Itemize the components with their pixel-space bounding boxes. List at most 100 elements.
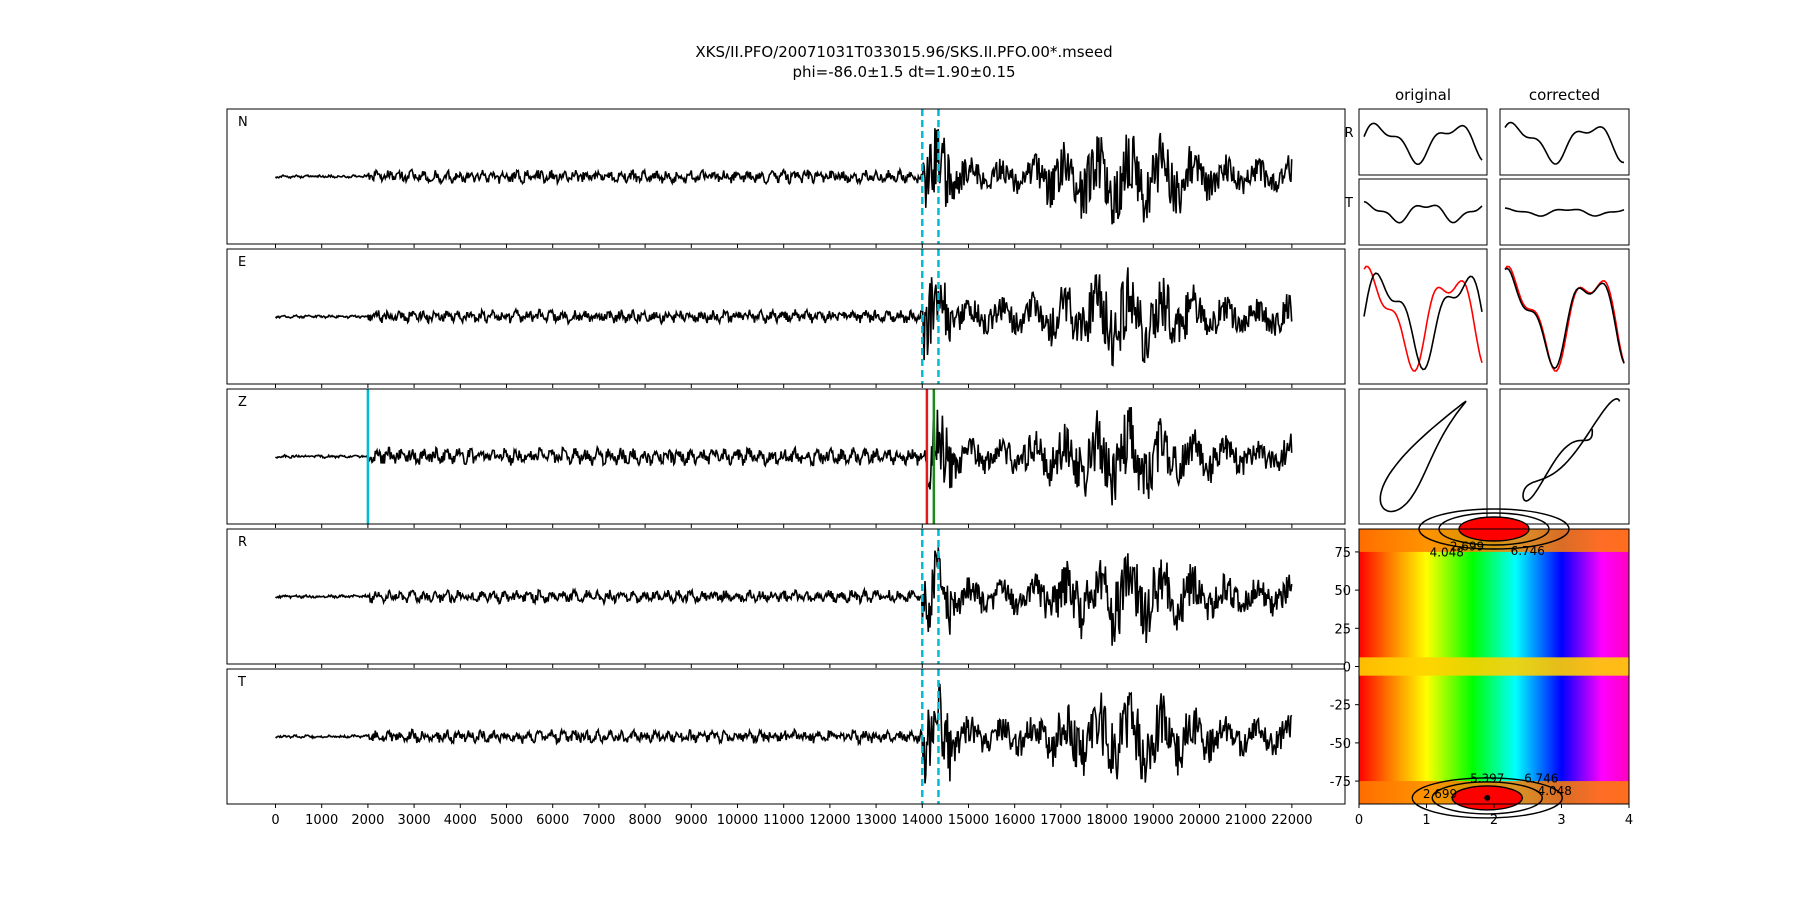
panel-label: R (238, 535, 247, 550)
pm-frame (1358, 108, 1488, 176)
contour-lower (1411, 777, 1563, 819)
x-tick-label: 19000 (1133, 813, 1174, 828)
particle-motion-panels: original corrected R T (1344, 86, 1630, 525)
trace-t (1504, 207, 1625, 217)
minimum-marker (1484, 794, 1491, 801)
x-tick-label: 20000 (1179, 813, 1220, 828)
contour-label: 6.746 (1524, 772, 1558, 786)
x-tick-label: 0 (271, 813, 279, 828)
panel-label: E (238, 255, 246, 270)
contour-label: 6.746 (1511, 544, 1545, 558)
pm-frame (1499, 178, 1630, 246)
trace-line (274, 547, 1293, 646)
panel-frame (226, 668, 1346, 805)
pm-frame (1358, 248, 1488, 385)
panel-frame (226, 388, 1346, 525)
pm-panel-original-3 (1358, 388, 1488, 525)
contour-label: 4.048 (1538, 784, 1572, 798)
trace-line (275, 681, 1293, 784)
contour-label: 2.699 (1423, 787, 1457, 801)
contour-lower (1431, 781, 1543, 815)
heatmap-band (1359, 657, 1629, 676)
pm-frame (1499, 388, 1630, 525)
trace-line (274, 267, 1293, 367)
trace-r (1363, 122, 1483, 166)
particle-motion (1379, 400, 1467, 513)
column-title: corrected (1529, 86, 1600, 104)
panel-frame (226, 248, 1346, 385)
x-tick-label: 18000 (1086, 813, 1127, 828)
x-tick-label: 2000 (351, 813, 384, 828)
particle-motion (1522, 397, 1621, 502)
x-tick-label: 9000 (675, 813, 708, 828)
pm-panel-corrected-0 (1499, 108, 1630, 176)
x-tick-label: 0 (1355, 813, 1363, 828)
pm-panel-corrected-1 (1499, 178, 1630, 246)
trace-red (1504, 265, 1625, 372)
x-tick-label: 1000 (305, 813, 338, 828)
panel-t: T (226, 668, 1346, 808)
trace-black (1504, 267, 1625, 370)
contour-label: 2.699 (1450, 539, 1484, 553)
x-tick-label: 7000 (582, 813, 615, 828)
panel-label: T (237, 675, 246, 690)
x-tick-label: 11000 (763, 813, 804, 828)
x-tick-label: 3 (1557, 813, 1565, 828)
x-tick-label: 6000 (536, 813, 569, 828)
x-tick-label: 21000 (1225, 813, 1266, 828)
pm-frame (1499, 108, 1630, 176)
x-tick-label: 1 (1422, 813, 1430, 828)
y-tick-label: -75 (1330, 775, 1351, 790)
pm-frame (1358, 388, 1488, 525)
pm-panel-corrected-2 (1499, 248, 1630, 385)
panel-frame (226, 108, 1346, 245)
trace-black (1363, 272, 1483, 371)
column-title: original (1395, 86, 1451, 104)
trace-red (1363, 265, 1483, 372)
contour-label: 4.048 (1430, 546, 1464, 560)
panel-z: Z (226, 388, 1346, 528)
trace-t (1363, 200, 1483, 224)
x-tick-label: 17000 (1040, 813, 1081, 828)
x-tick-label: 8000 (629, 813, 662, 828)
x-tick-label: 2 (1490, 813, 1498, 828)
y-tick-label: 25 (1334, 622, 1351, 637)
seismogram-panels: N E Z R T 0 1000 2000 3000 4000 5000 6000 7000 8000 90… (226, 108, 1346, 828)
x-tick-label: 13000 (855, 813, 896, 828)
x-tick-label: 10000 (717, 813, 758, 828)
pm-frame (1499, 248, 1630, 385)
y-tick-label: 50 (1334, 584, 1351, 599)
panel-r: R (226, 528, 1346, 668)
figure-title: XKS/II.PFO/20071031T033015.96/SKS.II.PFO… (695, 43, 1112, 61)
x-tick-label: 16000 (994, 813, 1035, 828)
pm-frame (1358, 178, 1488, 246)
y-tick-label: -25 (1330, 699, 1351, 714)
y-tick-label: 0 (1343, 661, 1351, 676)
trace-line (274, 128, 1293, 225)
panel-n: N (226, 108, 1346, 248)
pm-panel-original-0 (1358, 108, 1488, 176)
y-tick-label: 75 (1334, 546, 1351, 561)
panel-e: E (226, 248, 1346, 388)
figure-subtitle: phi=-86.0±1.5 dt=1.90±0.15 (792, 63, 1015, 81)
x-tick-label: 12000 (809, 813, 850, 828)
y-tick-label: -50 (1330, 737, 1351, 752)
row-label: R (1344, 126, 1353, 141)
pm-panel-original-2 (1358, 248, 1488, 385)
trace-line (274, 406, 1293, 506)
row-label: T (1344, 196, 1353, 211)
pm-panel-corrected-3 (1499, 388, 1630, 525)
panel-label: N (238, 115, 248, 130)
x-tick-label: 5000 (490, 813, 523, 828)
trace-r (1504, 121, 1625, 165)
contour-label: 5.397 (1470, 772, 1504, 786)
panel-label: Z (238, 395, 247, 410)
x-tick-label: 14000 (902, 813, 943, 828)
x-tick-label: 4 (1625, 813, 1633, 828)
pm-panel-original-1 (1358, 178, 1488, 246)
x-tick-label: 3000 (398, 813, 431, 828)
panel-frame (226, 528, 1346, 665)
